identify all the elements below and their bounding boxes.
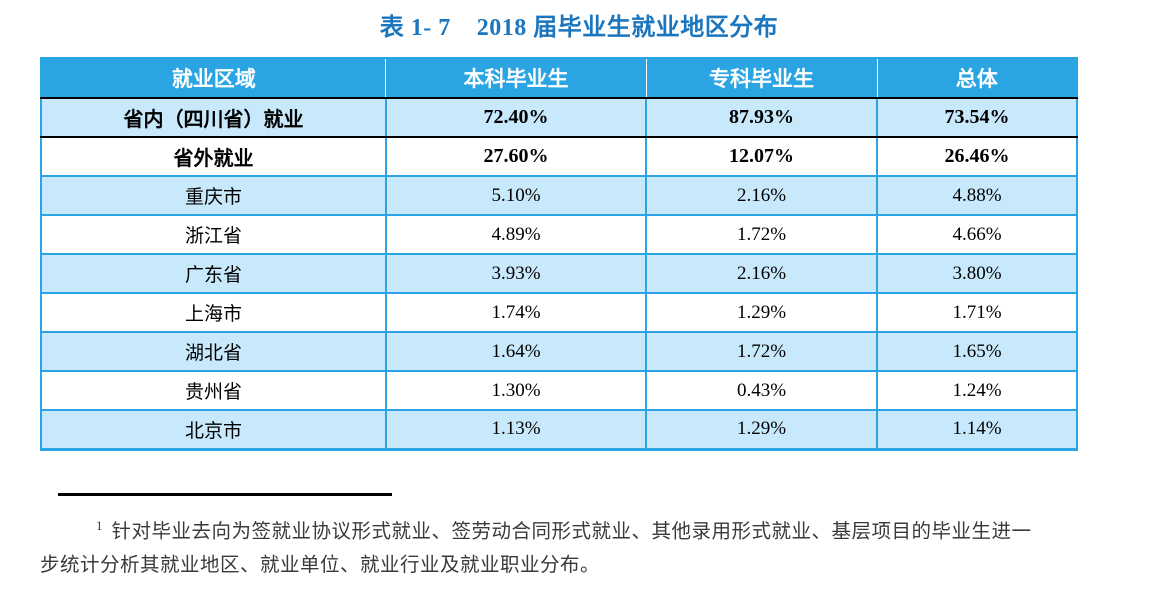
- junior-college-value-cell: 1.72%: [645, 331, 879, 372]
- header-row: 就业区域 本科毕业生 专科毕业生 总体: [40, 57, 1078, 99]
- report-page: 表 1- 7 2018 届毕业生就业地区分布 就业区域 本科毕业生 专科毕业生 …: [0, 14, 1156, 583]
- junior-college-value-cell: 0.43%: [645, 370, 879, 411]
- undergraduate-value-cell: 4.89%: [384, 214, 648, 255]
- column-header-region: 就业区域: [40, 57, 386, 99]
- region-row-chongqing: 重庆市 5.10% 2.16% 4.88%: [40, 175, 1078, 216]
- column-header-total: 总体: [876, 57, 1078, 99]
- region-name-cell: 贵州省: [40, 370, 387, 411]
- total-value-cell: 1.65%: [876, 331, 1078, 372]
- footnote-text: 针对毕业去向为签就业协议形式就业、签劳动合同形式就业、其他录用形式就业、基层项目…: [40, 521, 1032, 576]
- undergraduate-value-cell: 27.60%: [384, 136, 648, 177]
- junior-college-value-cell: 1.29%: [645, 409, 879, 451]
- region-row-guizhou: 贵州省 1.30% 0.43% 1.24%: [40, 370, 1078, 411]
- total-value-cell: 1.24%: [876, 370, 1078, 411]
- total-value-cell: 1.14%: [876, 409, 1078, 451]
- region-name-cell: 湖北省: [40, 331, 387, 372]
- column-header-junior-college: 专科毕业生: [645, 57, 878, 99]
- column-header-undergraduate: 本科毕业生: [385, 57, 647, 99]
- region-row-zhejiang: 浙江省 4.89% 1.72% 4.66%: [40, 214, 1078, 255]
- employment-region-table: 就业区域 本科毕业生 专科毕业生 总体 省内（四川省）就业 72.40% 87.…: [40, 57, 1078, 451]
- region-row-hubei: 湖北省 1.64% 1.72% 1.65%: [40, 331, 1078, 372]
- junior-college-value-cell: 12.07%: [645, 136, 879, 177]
- junior-college-value-cell: 1.29%: [645, 292, 879, 333]
- undergraduate-value-cell: 1.13%: [384, 409, 648, 451]
- undergraduate-value-cell: 1.74%: [384, 292, 648, 333]
- junior-college-value-cell: 87.93%: [645, 97, 879, 138]
- junior-college-value-cell: 2.16%: [645, 175, 879, 216]
- total-value-cell: 4.88%: [876, 175, 1078, 216]
- region-name-cell: 重庆市: [40, 175, 387, 216]
- junior-college-value-cell: 2.16%: [645, 253, 879, 294]
- region-name-cell: 省外就业: [40, 136, 387, 177]
- footnote: 1 针对毕业去向为签就业协议形式就业、签劳动合同形式就业、其他录用形式就业、基层项…: [40, 509, 1050, 584]
- region-row-beijing: 北京市 1.13% 1.29% 1.14%: [40, 409, 1078, 451]
- region-name-cell: 北京市: [40, 409, 387, 451]
- total-value-cell: 73.54%: [876, 97, 1078, 138]
- footnote-marker: 1: [96, 517, 103, 533]
- undergraduate-value-cell: 1.64%: [384, 331, 648, 372]
- total-value-cell: 3.80%: [876, 253, 1078, 294]
- undergraduate-value-cell: 72.40%: [384, 97, 648, 138]
- total-value-cell: 1.71%: [876, 292, 1078, 333]
- region-name-cell: 省内（四川省）就业: [40, 97, 387, 138]
- region-row-shanghai: 上海市 1.74% 1.29% 1.71%: [40, 292, 1078, 333]
- region-name-cell: 广东省: [40, 253, 387, 294]
- undergraduate-value-cell: 1.30%: [384, 370, 648, 411]
- junior-college-value-cell: 1.72%: [645, 214, 879, 255]
- region-name-cell: 浙江省: [40, 214, 387, 255]
- total-value-cell: 26.46%: [876, 136, 1078, 177]
- region-row-guangdong: 广东省 3.93% 2.16% 3.80%: [40, 253, 1078, 294]
- table-title: 表 1- 7 2018 届毕业生就业地区分布: [379, 15, 779, 41]
- summary-row-out-of-province: 省外就业 27.60% 12.07% 26.46%: [40, 136, 1078, 177]
- summary-row-in-province: 省内（四川省）就业 72.40% 87.93% 73.54%: [40, 97, 1078, 138]
- undergraduate-value-cell: 3.93%: [384, 253, 648, 294]
- undergraduate-value-cell: 5.10%: [384, 175, 648, 216]
- footnote-divider: [58, 492, 392, 496]
- total-value-cell: 4.66%: [876, 214, 1078, 255]
- region-name-cell: 上海市: [40, 292, 387, 333]
